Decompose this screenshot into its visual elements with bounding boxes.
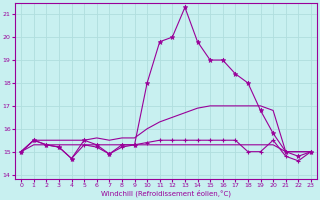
X-axis label: Windchill (Refroidissement éolien,°C): Windchill (Refroidissement éolien,°C) [101,190,231,197]
